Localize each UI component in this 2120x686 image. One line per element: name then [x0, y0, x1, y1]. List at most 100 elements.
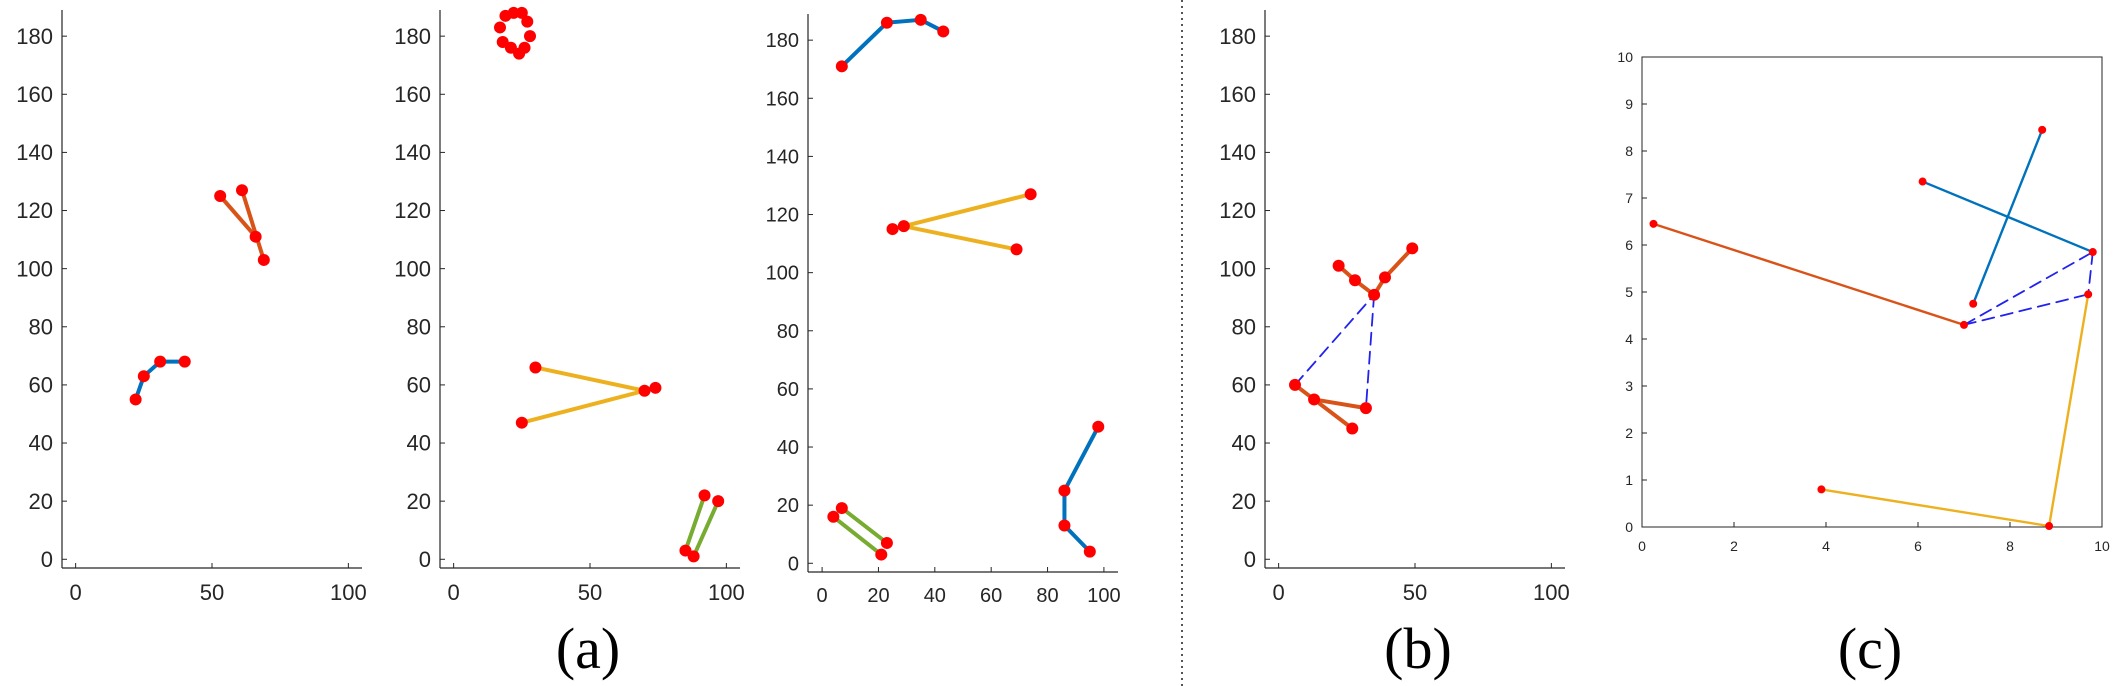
- data-point: [2088, 248, 2097, 257]
- dashed-link: [1963, 251, 2094, 326]
- y-tick-label: 80: [1232, 314, 1256, 339]
- y-tick-label: 140: [766, 146, 799, 168]
- data-point: [515, 6, 528, 19]
- y-tick-label: 180: [1219, 24, 1256, 49]
- data-point: [257, 253, 270, 266]
- caption-a: (a): [556, 616, 620, 681]
- data-point: [178, 355, 191, 368]
- data-point: [137, 370, 150, 383]
- y-tick-label: 80: [777, 321, 799, 343]
- data-point: [1010, 243, 1023, 256]
- y-tick-label: 0: [788, 553, 799, 575]
- axes-frame: [807, 13, 1119, 573]
- x-tick-label: 50: [578, 580, 602, 605]
- y-tick-label: 10: [1617, 49, 1633, 65]
- y-tick-label: 60: [407, 373, 431, 398]
- data-point: [1083, 545, 1096, 558]
- y-tick-label: 120: [394, 198, 431, 223]
- x-tick-label: 60: [980, 585, 1002, 607]
- x-tick-label: 100: [330, 580, 367, 605]
- series-segment: [691, 499, 721, 559]
- y-tick-label: 0: [1244, 547, 1256, 572]
- caption-b: (b): [1384, 616, 1452, 681]
- y-tick-label: 40: [777, 437, 799, 459]
- x-tick-label: 2: [1730, 538, 1738, 554]
- data-point: [712, 495, 725, 508]
- dashed-link: [2087, 251, 2094, 296]
- y-tick-label: 6: [1625, 237, 1633, 253]
- y-tick-label: 2: [1625, 425, 1633, 441]
- series-segment: [901, 192, 1033, 229]
- data-point: [698, 489, 711, 502]
- data-point: [835, 502, 848, 515]
- data-point: [880, 536, 893, 549]
- y-tick-label: 120: [1219, 198, 1256, 223]
- data-point: [154, 355, 167, 368]
- subplot-a3: 0 20 40 60 80 100 0 20 40 60 80 100 120 140 160 180: [766, 13, 1121, 607]
- y-tick-label: 60: [1232, 373, 1256, 398]
- data-point: [494, 21, 506, 34]
- data-point: [524, 30, 536, 43]
- y-tick-label: 40: [1232, 431, 1256, 456]
- data-point: [1349, 274, 1361, 287]
- data-point: [1368, 288, 1381, 301]
- data-point: [1058, 519, 1071, 532]
- x-tick-label: 40: [924, 585, 946, 607]
- series-segment: [1312, 397, 1355, 431]
- data-point: [1092, 420, 1105, 433]
- y-tick-label: 8: [1625, 143, 1633, 159]
- x-tick-label: 10: [2094, 538, 2110, 554]
- data-point: [1058, 484, 1071, 497]
- data-point: [2045, 522, 2054, 531]
- y-tick-label: 7: [1625, 190, 1633, 206]
- data-point: [1969, 299, 1978, 308]
- data-point: [914, 13, 927, 26]
- series-segment: [839, 506, 889, 545]
- series-segment: [901, 224, 1019, 252]
- x-tick-label: 6: [1914, 538, 1922, 554]
- y-tick-label: 20: [1232, 489, 1256, 514]
- y-tick-label: 160: [766, 88, 799, 110]
- series-segment: [831, 514, 884, 557]
- dashed-link: [1963, 293, 2090, 326]
- data-point: [880, 16, 893, 29]
- data-point: [1406, 242, 1419, 255]
- y-tick-label: 160: [394, 82, 431, 107]
- data-point: [515, 416, 528, 429]
- x-tick-label: 0: [1273, 580, 1285, 605]
- x-tick-label: 80: [1036, 585, 1058, 607]
- dashed-link: [1365, 293, 1375, 410]
- x-tick-label: 20: [867, 585, 889, 607]
- subplot-c: 0 2 4 6 8 10 0 1 2 3 4 5 6 7 8 9 10: [1617, 49, 2110, 554]
- data-point: [1289, 378, 1301, 391]
- x-tick-label: 0: [448, 580, 460, 605]
- dashed-link: [1294, 293, 1375, 386]
- x-tick-label: 4: [1822, 538, 1830, 554]
- subplot-a2: 0 50 100 0 20 40 60 80 100 120 140 160 180: [394, 6, 745, 605]
- y-tick-label: 0: [41, 547, 53, 572]
- data-point: [827, 510, 840, 523]
- series-segment: [1062, 523, 1092, 554]
- x-tick-label: 0: [1638, 538, 1646, 554]
- series-segment: [1971, 128, 2044, 305]
- data-point: [937, 25, 950, 38]
- data-point: [496, 35, 509, 48]
- y-tick-label: 1: [1625, 472, 1633, 488]
- data-point: [1960, 320, 1968, 329]
- series-segment: [1652, 222, 1966, 327]
- data-point: [1346, 422, 1359, 435]
- data-point: [236, 184, 248, 197]
- y-tick-label: 0: [1625, 519, 1633, 535]
- x-tick-label: 50: [200, 580, 224, 605]
- y-tick-label: 0: [419, 547, 431, 572]
- data-point: [521, 15, 534, 28]
- y-tick-label: 40: [407, 431, 431, 456]
- y-tick-label: 80: [29, 314, 53, 339]
- y-tick-label: 100: [766, 263, 799, 285]
- data-point: [529, 361, 542, 374]
- y-tick-label: 9: [1625, 96, 1633, 112]
- y-tick-label: 20: [777, 495, 799, 517]
- data-point: [1918, 177, 1927, 186]
- subplot-b: 0 50 100 0 20 40 60 80 100 120 140 160 180: [1219, 10, 1570, 605]
